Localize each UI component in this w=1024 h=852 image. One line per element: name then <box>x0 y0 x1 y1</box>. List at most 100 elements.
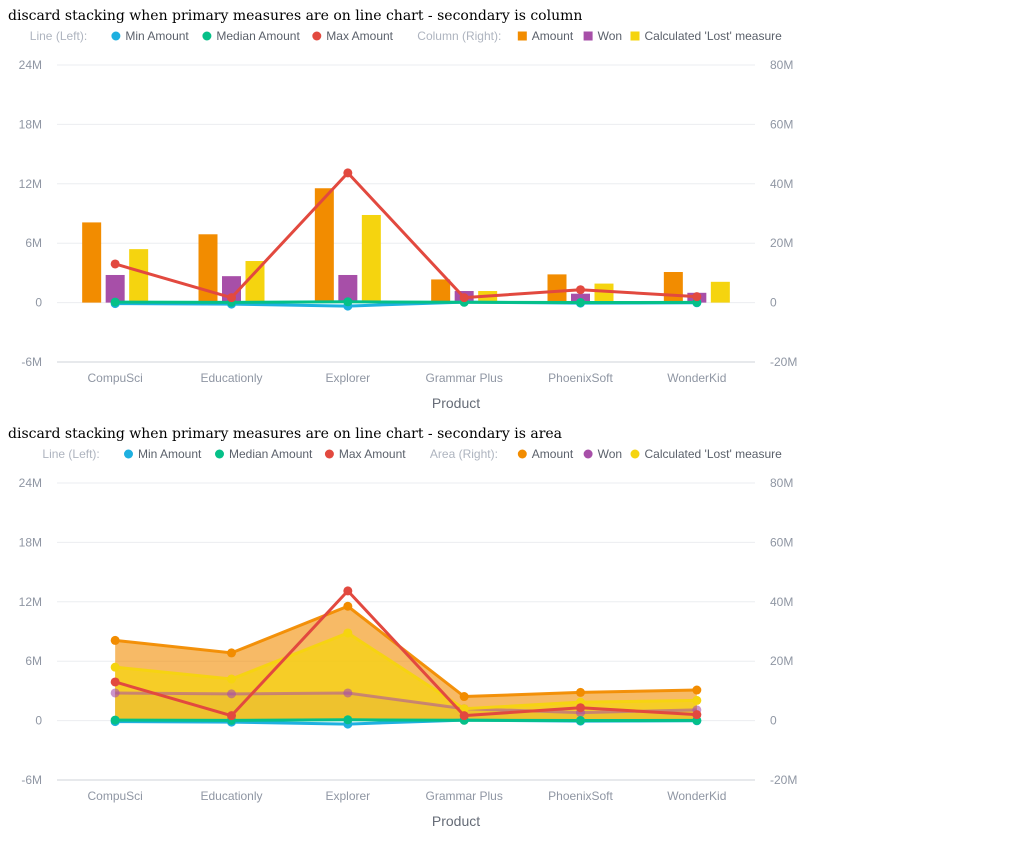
legend-item-label: Median Amount <box>216 29 300 43</box>
line-median-amount <box>115 300 697 305</box>
point-calculated-lost-measure <box>343 628 353 638</box>
point-amount <box>459 692 469 702</box>
x-axis-tick-label: Educationly <box>200 371 262 385</box>
right-axis: -20M 0 20M 40M 60M 80M <box>770 476 797 787</box>
legend-item-label: Calculated 'Lost' measure <box>645 447 783 461</box>
point-max-amount <box>576 285 585 295</box>
line-max-amount <box>114 589 697 718</box>
point-max-amount <box>459 711 469 721</box>
legend-item-label: Won <box>598 29 622 43</box>
chart-panel-area: discard stacking when primary measures a… <box>0 418 1024 852</box>
legend-marker <box>111 31 121 41</box>
left-axis-tick-label: 24M <box>19 476 42 490</box>
point-amount <box>227 648 236 658</box>
point-won <box>110 688 120 698</box>
x-axis-tick-label: CompuSci <box>87 789 142 803</box>
bar-won <box>105 274 125 303</box>
point-max-amount <box>110 677 120 687</box>
series-calculated-lost-measure <box>129 214 730 303</box>
x-axis: CompuSci Educationly Explorer Grammar Plus P… <box>87 371 726 385</box>
x-axis-tick-label: PhoenixSoft <box>548 371 613 385</box>
bar-amount <box>314 188 334 303</box>
bar-amount <box>82 222 102 303</box>
point-won <box>343 688 353 698</box>
x-axis-tick-label: Explorer <box>325 789 370 803</box>
bar-amount <box>547 274 567 303</box>
primary-series <box>110 168 702 311</box>
x-axis-tick-label: Grammar Plus <box>425 789 502 803</box>
x-axis-tick-label: Explorer <box>325 371 370 385</box>
bar-amount <box>198 234 218 303</box>
legend: Line (Left): Min Amount Median Amount Max A… <box>42 447 782 461</box>
point-median-amount <box>576 298 585 308</box>
x-axis: CompuSci Educationly Explorer Grammar Plus P… <box>87 789 726 803</box>
legend-group-label: Area (Right): <box>430 447 498 461</box>
right-axis-tick-label: 80M <box>770 58 793 72</box>
point-amount <box>110 635 120 645</box>
right-axis-tick-label: 40M <box>770 595 793 609</box>
left-axis-tick-label: -6M <box>21 355 42 369</box>
x-axis-tick-label: Educationly <box>200 789 262 803</box>
bar-calculated-lost-measure <box>245 261 265 303</box>
x-axis-title: Product <box>432 813 480 829</box>
bar-calculated-lost-measure <box>361 214 381 303</box>
point-max-amount <box>692 292 702 302</box>
left-axis-tick-label: 12M <box>19 177 42 191</box>
legend-marker <box>517 449 527 459</box>
legend-group-label: Line (Left): <box>42 447 99 461</box>
gridlines <box>57 64 755 363</box>
right-axis-tick-label: 0 <box>770 296 777 310</box>
area-line-calculated-lost-measure <box>115 631 697 711</box>
legend-item-label: Calculated 'Lost' measure <box>645 29 783 43</box>
left-axis-tick-label: 6M <box>25 236 42 250</box>
left-axis-tick-label: 12M <box>19 595 42 609</box>
right-axis-tick-label: 80M <box>770 476 793 490</box>
x-axis-tick-label: Grammar Plus <box>425 371 502 385</box>
legend-marker <box>202 31 212 41</box>
legend-marker <box>583 31 593 41</box>
point-max-amount <box>227 711 236 721</box>
right-axis-tick-label: -20M <box>770 773 797 787</box>
area-fill-calculated-lost-measure <box>115 632 697 721</box>
legend-marker <box>630 31 640 41</box>
line-max-amount <box>114 171 697 300</box>
x-axis-tick-label: CompuSci <box>87 371 142 385</box>
chart-svg: -6M 0 6M 12M 18M 24M -20M 0 20M 40M 60M 80M CompuSci… <box>19 447 798 829</box>
point-max-amount <box>343 586 353 596</box>
point-median-amount <box>576 716 585 726</box>
bar-amount <box>663 272 683 303</box>
x-axis-title: Product <box>432 395 480 411</box>
point-median-amount <box>343 297 353 307</box>
left-axis-tick-label: 18M <box>19 117 42 131</box>
bar-calculated-lost-measure <box>129 249 149 303</box>
legend-marker <box>517 31 527 41</box>
chart-svg: -6M 0 6M 12M 18M 24M -20M 0 20M 40M 60M 80M CompuSci… <box>19 29 798 411</box>
legend-item-label: Amount <box>532 447 574 461</box>
secondary-series <box>82 188 730 303</box>
point-median-amount <box>110 297 120 307</box>
point-max-amount <box>110 259 120 269</box>
point-median-amount <box>343 715 353 725</box>
legend-group-label: Line (Left): <box>30 29 87 43</box>
point-max-amount <box>343 168 353 178</box>
point-amount <box>343 601 353 611</box>
area-line-won <box>115 691 697 715</box>
left-axis: -6M 0 6M 12M 18M 24M <box>19 58 43 369</box>
chart-panel-column: discard stacking when primary measures a… <box>0 0 1024 418</box>
legend-item-label: Max Amount <box>326 29 393 43</box>
legend-marker <box>630 449 640 459</box>
right-axis-tick-label: 20M <box>770 654 793 668</box>
legend-item-label: Min Amount <box>125 29 189 43</box>
bar-won <box>338 274 358 303</box>
point-median-amount <box>110 715 120 725</box>
primary-series <box>110 586 702 729</box>
legend: Line (Left): Min Amount Median Amount Max A… <box>30 29 782 43</box>
left-axis: -6M 0 6M 12M 18M 24M <box>19 476 43 787</box>
secondary-series <box>110 601 702 721</box>
bar-calculated-lost-measure <box>594 283 614 303</box>
left-axis-tick-label: 0 <box>35 296 42 310</box>
point-max-amount <box>459 293 469 303</box>
point-won <box>227 689 236 699</box>
gridlines <box>57 482 755 781</box>
point-calculated-lost-measure <box>459 704 469 714</box>
